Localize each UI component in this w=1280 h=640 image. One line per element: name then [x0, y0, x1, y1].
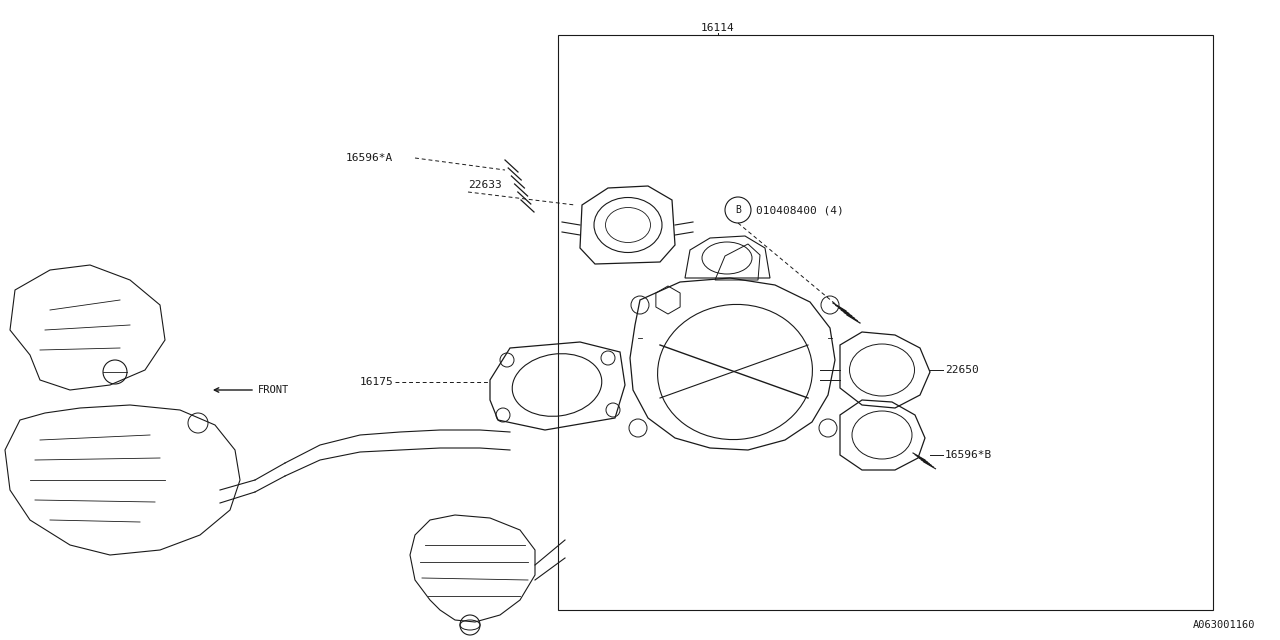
- Text: 010408400 (4): 010408400 (4): [756, 205, 844, 215]
- Text: 22633: 22633: [468, 180, 502, 190]
- Bar: [558, 35, 1213, 610]
- Text: A063001160: A063001160: [1193, 620, 1254, 630]
- Text: 22650: 22650: [945, 365, 979, 375]
- Text: 16114: 16114: [701, 23, 735, 33]
- Text: 16596*B: 16596*B: [945, 450, 992, 460]
- Text: 16175: 16175: [360, 377, 393, 387]
- Text: B: B: [735, 205, 741, 215]
- Text: 16596*A: 16596*A: [346, 153, 393, 163]
- Text: FRONT: FRONT: [259, 385, 289, 395]
